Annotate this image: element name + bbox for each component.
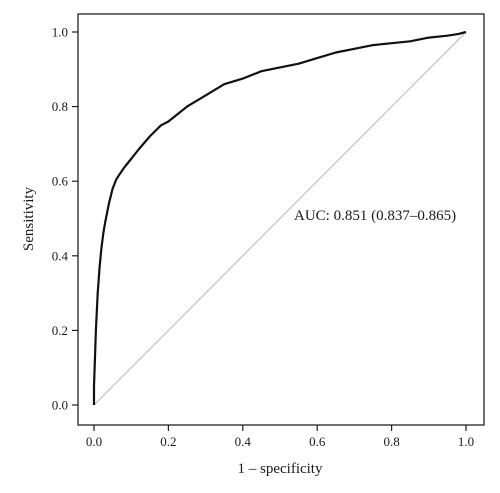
plot-frame (77, 13, 485, 426)
y-tick-label: 0.2 (52, 323, 68, 338)
x-tick-label: 0.6 (309, 434, 326, 449)
reference-diagonal-line (93, 31, 467, 406)
x-tick-label: 1.0 (458, 434, 474, 449)
y-tick-label: 0.0 (52, 398, 68, 413)
x-tick-label: 0.2 (160, 434, 176, 449)
y-tick-label: 0.4 (52, 248, 69, 263)
x-axis: 0.0 0.2 0.4 0.6 0.8 1.0 (86, 425, 474, 449)
y-axis: 0.0 0.2 0.4 0.6 0.8 1.0 (52, 25, 78, 413)
roc-curve-line (92, 30, 467, 405)
x-tick-label: 0.0 (86, 434, 102, 449)
x-tick-label: 0.8 (383, 434, 399, 449)
y-axis-label: Sensitivity (21, 186, 37, 251)
x-tick-label: 0.4 (235, 434, 252, 449)
y-tick-label: 1.0 (52, 25, 68, 40)
y-tick-label: 0.8 (52, 99, 68, 114)
auc-annotation: AUC: 0.851 (0.837–0.865) (294, 208, 456, 224)
y-tick-label: 0.6 (52, 174, 69, 189)
x-axis-label: 1 – specificity (238, 461, 323, 477)
